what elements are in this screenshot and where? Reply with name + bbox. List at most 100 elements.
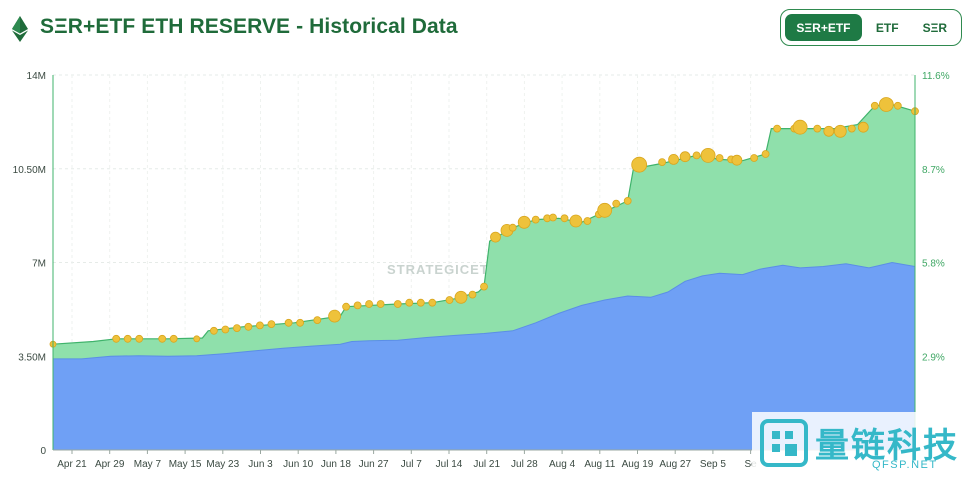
flow-bubble[interactable] <box>353 301 362 310</box>
flow-bubble[interactable] <box>583 217 592 225</box>
x-tick-label: May 7 <box>134 459 162 470</box>
x-tick-label: Jul 21 <box>473 459 500 470</box>
flow-bubble[interactable] <box>517 215 531 229</box>
flow-bubble[interactable] <box>428 298 437 307</box>
x-tick-label: May 15 <box>169 459 202 470</box>
flow-bubble[interactable] <box>480 282 488 291</box>
flow-bubble[interactable] <box>692 151 701 160</box>
flow-bubble[interactable] <box>284 318 293 327</box>
flow-bubble[interactable] <box>135 334 144 343</box>
y-right-tick-label: 5.8% <box>922 259 945 270</box>
flow-bubble[interactable] <box>549 213 557 222</box>
flow-bubble[interactable] <box>531 215 540 224</box>
y-tick-label: 7M <box>32 259 46 270</box>
y-right-tick-label: 8.7% <box>922 165 945 176</box>
flow-bubble[interactable] <box>668 154 679 165</box>
y-right-tick-label: 2.9% <box>922 352 945 363</box>
overlay-logo-text: 量链科技 <box>815 427 959 465</box>
flow-bubble[interactable] <box>508 223 517 232</box>
flow-bubble[interactable] <box>468 290 477 299</box>
flow-bubble[interactable] <box>123 334 132 343</box>
y-tick-label: 14M <box>27 71 46 82</box>
flow-bubble[interactable] <box>823 125 835 137</box>
x-tick-label: Se <box>744 459 757 470</box>
dataset-toggle: SΞR+ETF ETF SΞR <box>780 9 962 46</box>
flow-bubble[interactable] <box>267 320 276 329</box>
flow-bubble[interactable] <box>715 154 724 162</box>
reserve-chart: STRATEGICETHRESERVE.XYZ 03.50M7M10.50M14… <box>13 71 950 470</box>
flow-bubble[interactable] <box>679 151 691 163</box>
flow-bubble[interactable] <box>342 302 351 311</box>
overlay-logo-url: QFSP.NET <box>872 459 938 471</box>
x-tick-label: Apr 21 <box>57 459 87 470</box>
toggle-ser-button[interactable]: SΞR <box>913 14 957 41</box>
x-tick-label: Aug 19 <box>622 459 654 470</box>
flow-bubble[interactable] <box>833 124 847 138</box>
flow-bubble[interactable] <box>193 335 201 343</box>
y-tick-label: 3.50M <box>18 352 46 363</box>
toggle-etf-button[interactable]: ETF <box>866 14 909 41</box>
flow-bubble[interactable] <box>376 300 385 308</box>
flow-bubble[interactable] <box>623 196 632 205</box>
flow-bubble[interactable] <box>313 316 322 325</box>
flow-bubble[interactable] <box>612 199 621 208</box>
flow-bubble[interactable] <box>813 124 822 133</box>
ser-line <box>53 261 916 360</box>
flow-bubble[interactable] <box>700 148 716 163</box>
y-labels-left: 0 3.50M 7M 10.50M 14M <box>13 71 47 457</box>
flow-bubble[interactable] <box>597 202 613 218</box>
x-tick-label: Jun 27 <box>359 459 389 470</box>
flow-bubble[interactable] <box>221 325 230 334</box>
x-tick-label: Aug 27 <box>659 459 691 470</box>
flow-bubble[interactable] <box>169 334 178 343</box>
bubbles <box>49 97 919 348</box>
flow-bubble[interactable] <box>296 318 305 327</box>
flow-bubble[interactable] <box>857 121 869 133</box>
page-title: SΞR+ETF ETH RESERVE - Historical Data <box>40 15 458 38</box>
flow-bubble[interactable] <box>878 97 894 112</box>
header: SΞR+ETF ETH RESERVE - Historical Data SΞ… <box>0 0 975 58</box>
flow-bubble[interactable] <box>112 334 121 343</box>
flow-bubble[interactable] <box>569 214 583 228</box>
flow-bubble[interactable] <box>244 322 253 331</box>
flow-bubble[interactable] <box>658 158 666 166</box>
flow-bubble[interactable] <box>761 150 770 158</box>
x-tick-label: Apr 29 <box>95 459 125 470</box>
x-tick-label: Jul 14 <box>436 459 463 470</box>
y-tick-label: 10.50M <box>13 165 46 176</box>
flow-bubble[interactable] <box>454 290 468 304</box>
flow-bubble[interactable] <box>870 101 879 110</box>
flow-bubble[interactable] <box>731 154 743 166</box>
flow-bubble[interactable] <box>631 156 648 173</box>
flow-bubble[interactable] <box>158 334 167 343</box>
flow-bubble[interactable] <box>490 231 501 243</box>
flow-bubble[interactable] <box>792 119 808 135</box>
flow-bubble[interactable] <box>365 300 374 308</box>
x-tick-label: Jun 3 <box>248 459 273 470</box>
flow-bubble[interactable] <box>773 124 781 133</box>
ser-area <box>53 262 915 450</box>
flow-bubble[interactable] <box>405 298 414 307</box>
x-tick-label: Jun 18 <box>321 459 351 470</box>
flow-bubble[interactable] <box>255 321 264 330</box>
flow-bubble[interactable] <box>750 154 758 162</box>
flow-bubble[interactable] <box>893 101 902 110</box>
x-tick-label: Aug 4 <box>549 459 576 470</box>
flow-bubble[interactable] <box>560 214 569 223</box>
x-labels: Apr 21 Apr 29 May 7 May 15 May 23 Jun 3 Jun 10… <box>57 450 757 470</box>
x-tick-label: Sep 5 <box>700 459 727 470</box>
flow-bubble[interactable] <box>209 326 218 335</box>
flow-bubble[interactable] <box>232 324 241 333</box>
flow-bubble[interactable] <box>416 298 425 307</box>
overlay-logo-icon <box>752 412 975 477</box>
flow-bubble[interactable] <box>393 300 402 308</box>
y-right-tick-label: 11.6% <box>922 71 950 82</box>
flow-bubble[interactable] <box>445 296 454 304</box>
y-tick-label: 0 <box>40 446 46 457</box>
toggle-ser-etf-button[interactable]: SΞR+ETF <box>785 14 862 41</box>
x-tick-label: Jul 7 <box>401 459 423 470</box>
ethereum-icon <box>12 16 28 42</box>
flow-bubble[interactable] <box>328 309 342 323</box>
flow-bubble[interactable] <box>847 124 856 133</box>
x-tick-label: Jul 28 <box>511 459 538 470</box>
